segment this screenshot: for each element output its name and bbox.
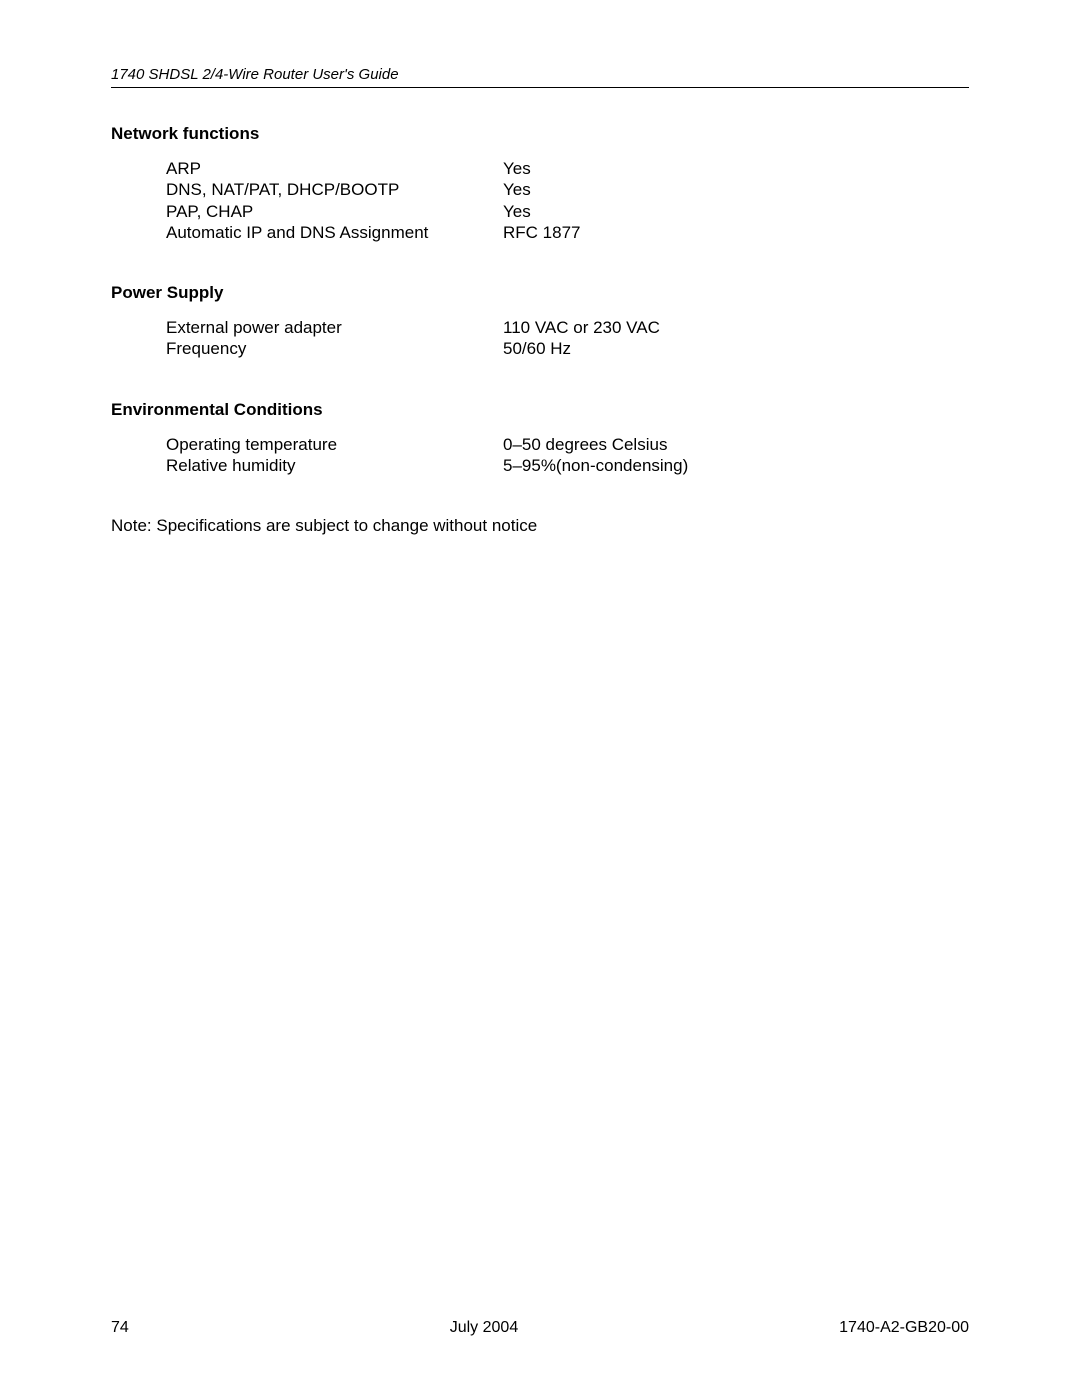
spec-table-environmental: Operating temperature 0–50 degrees Celsi… xyxy=(166,434,969,477)
spec-row: External power adapter 110 VAC or 230 VA… xyxy=(166,317,969,338)
spec-row: DNS, NAT/PAT, DHCP/BOOTP Yes xyxy=(166,179,969,200)
spec-table-power: External power adapter 110 VAC or 230 VA… xyxy=(166,317,969,360)
spec-row: PAP, CHAP Yes xyxy=(166,201,969,222)
section-heading-environmental: Environmental Conditions xyxy=(111,400,969,420)
spec-row: Automatic IP and DNS Assignment RFC 1877 xyxy=(166,222,969,243)
header-title: 1740 SHDSL 2/4-Wire Router User's Guide xyxy=(111,66,969,88)
page-content: 1740 SHDSL 2/4-Wire Router User's Guide … xyxy=(111,66,969,536)
spec-row: Frequency 50/60 Hz xyxy=(166,338,969,359)
spec-value: 5–95%(non-condensing) xyxy=(503,455,688,476)
footer-date: July 2004 xyxy=(450,1319,519,1337)
spec-value: 110 VAC or 230 VAC xyxy=(503,317,660,338)
section-heading-network: Network functions xyxy=(111,124,969,144)
spec-row: ARP Yes xyxy=(166,158,969,179)
spec-row: Operating temperature 0–50 degrees Celsi… xyxy=(166,434,969,455)
spec-value: Yes xyxy=(503,179,531,200)
spec-value: 50/60 Hz xyxy=(503,338,571,359)
page-footer: 74 July 2004 1740-A2-GB20-00 xyxy=(111,1319,969,1337)
spec-value: Yes xyxy=(503,158,531,179)
spec-value: 0–50 degrees Celsius xyxy=(503,434,667,455)
spec-label: Operating temperature xyxy=(166,434,503,455)
note-text: Note: Specifications are subject to chan… xyxy=(111,516,969,536)
spec-table-network: ARP Yes DNS, NAT/PAT, DHCP/BOOTP Yes PAP… xyxy=(166,158,969,243)
spec-label: Frequency xyxy=(166,338,503,359)
spec-row: Relative humidity 5–95%(non-condensing) xyxy=(166,455,969,476)
spec-label: DNS, NAT/PAT, DHCP/BOOTP xyxy=(166,179,503,200)
spec-value: Yes xyxy=(503,201,531,222)
footer-doc-id: 1740-A2-GB20-00 xyxy=(839,1319,969,1337)
section-heading-power: Power Supply xyxy=(111,283,969,303)
spec-value: RFC 1877 xyxy=(503,222,580,243)
spec-label: External power adapter xyxy=(166,317,503,338)
footer-page-number: 74 xyxy=(111,1319,129,1337)
spec-label: Automatic IP and DNS Assignment xyxy=(166,222,503,243)
spec-label: PAP, CHAP xyxy=(166,201,503,222)
spec-label: ARP xyxy=(166,158,503,179)
spec-label: Relative humidity xyxy=(166,455,503,476)
